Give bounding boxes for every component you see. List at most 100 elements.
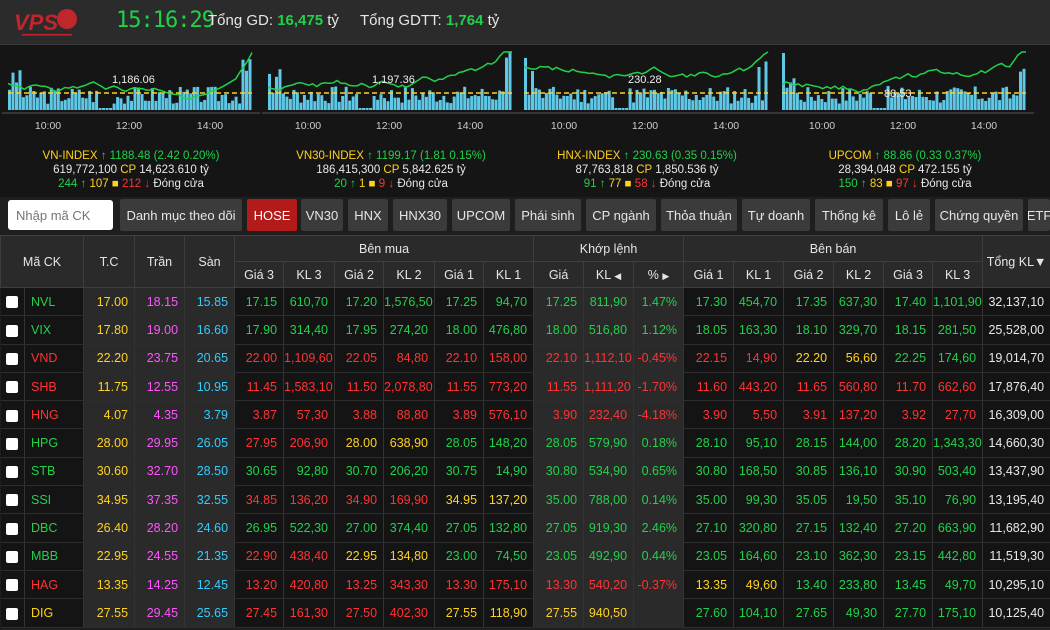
row-checkbox[interactable]	[6, 522, 19, 535]
symbol-cell[interactable]: HPG	[24, 428, 85, 458]
table-row[interactable]: HPG 28.00 29.95 26.05 27.95 206,90 28.00 638,90…	[0, 428, 1050, 458]
col-header-sell-3[interactable]: Giá 2	[783, 261, 835, 288]
tab-chứng-quyền[interactable]: Chứng quyền	[935, 199, 1023, 231]
col-header-total-volume[interactable]: Tổng KL▼	[982, 235, 1050, 288]
symbol-cell[interactable]: STB	[24, 457, 85, 487]
col-header-floor[interactable]: Sàn	[184, 235, 236, 288]
row-checkbox[interactable]	[6, 579, 19, 592]
sell-volume-1: 99,30	[733, 485, 785, 515]
row-checkbox[interactable]	[6, 409, 19, 422]
row-checkbox[interactable]	[6, 437, 19, 450]
col-header-sell-4[interactable]: KL 2	[833, 261, 885, 288]
tab-lô-lẻ[interactable]: Lô lẻ	[888, 199, 930, 231]
match-percent: 1.47%	[633, 287, 685, 317]
index-name: HNX-INDEX	[557, 150, 621, 162]
buy-volume-1: 476,80	[483, 315, 535, 345]
col-header-buy-4[interactable]: KL 2	[383, 261, 436, 288]
tab-hnx30[interactable]: HNX30	[393, 199, 447, 231]
reference-value-label: 1,197.36	[372, 74, 415, 86]
sell-volume-2: 137,20	[833, 400, 885, 430]
col-header-symbol[interactable]: Mã CK	[0, 235, 85, 288]
symbol-cell[interactable]: VIX	[24, 315, 85, 345]
table-row[interactable]: VIX 17.80 19.00 16.60 17.90 314,40 17.95 274,20…	[0, 315, 1050, 345]
table-row[interactable]: STB 30.60 32.70 28.50 30.65 92,80 30.70 206,20 3…	[0, 457, 1050, 487]
tab-tự-doanh[interactable]: Tự doanh	[742, 199, 810, 231]
volume-value: 28,394,048	[838, 164, 896, 176]
col-header-match-volume[interactable]: KL ◀	[583, 261, 635, 288]
vps-logo[interactable]: VPS	[12, 6, 82, 42]
col-header-ref[interactable]: T.C	[83, 235, 136, 288]
col-header-sell-6[interactable]: KL 3	[932, 261, 984, 288]
buy-price-1: 28.05	[434, 428, 485, 458]
col-header-buy-5[interactable]: Giá 1	[434, 261, 485, 288]
table-row[interactable]: HAG 13.35 14.25 12.45 13.20 420,80 13.25 343,30…	[0, 570, 1050, 600]
volume-bar	[712, 96, 716, 110]
tab-vn30[interactable]: VN30	[301, 199, 343, 231]
col-header-buy-6[interactable]: KL 1	[483, 261, 535, 288]
table-row[interactable]: SSI 34.95 37.35 32.55 34.85 136,20 34.90 169,90…	[0, 485, 1050, 515]
symbol-cell[interactable]: SHB	[24, 372, 85, 402]
index-chart-vn30-index[interactable]: 1,197.36 10:00 12:00 14:00 VN30-INDEX ↑ 1199…	[262, 45, 520, 197]
tab-phái-sinh[interactable]: Phái sinh	[515, 199, 581, 231]
tab-cp-ngành[interactable]: CP ngành	[586, 199, 656, 231]
symbol-cell[interactable]: DBC	[24, 513, 85, 543]
table-row[interactable]: NVL 17.00 18.15 15.85 17.15 610,70 17.20 1,576,…	[0, 287, 1050, 317]
buy-price-2: 27.00	[334, 513, 385, 543]
row-checkbox[interactable]	[6, 381, 19, 394]
tab-hnx[interactable]: HNX	[348, 199, 388, 231]
row-checkbox[interactable]	[6, 466, 19, 479]
symbol-search-input[interactable]	[8, 200, 113, 230]
tab-danh-mục-theo-dõi[interactable]: Danh mục theo dõi	[120, 199, 242, 231]
row-checkbox[interactable]	[6, 607, 19, 620]
buy-price-2: 17.95	[334, 315, 385, 345]
ceiling-price: 29.95	[134, 428, 186, 458]
floor-price: 20.65	[184, 344, 236, 373]
symbol-cell[interactable]: MBB	[24, 542, 85, 571]
col-header-buy-1[interactable]: Giá 3	[234, 261, 285, 288]
tab-upcom[interactable]: UPCOM	[452, 199, 510, 231]
volume-bar	[806, 87, 810, 110]
col-header-sell-5[interactable]: Giá 3	[883, 261, 934, 288]
sell-price-2: 28.15	[783, 428, 835, 458]
symbol-cell[interactable]: HAG	[24, 570, 85, 600]
symbol-cell[interactable]: DIG	[24, 598, 85, 628]
table-row[interactable]: MBB 22.95 24.55 21.35 22.90 438,40 22.95 134,80…	[0, 542, 1050, 571]
volume-bar	[143, 100, 147, 110]
index-breadth: 150 ↑ 83 ■ 97 ↓ Đóng cửa	[776, 177, 1034, 191]
symbol-cell[interactable]: NVL	[24, 287, 85, 317]
volume-bar	[687, 99, 691, 110]
col-header-match-price[interactable]: Giá	[533, 261, 585, 288]
index-line	[7, 52, 253, 100]
index-chart-hnx-index[interactable]: 230.28 10:00 12:00 14:00 HNX-INDEX ↑ 230.63 …	[518, 45, 776, 197]
tab-thống-kê[interactable]: Thống kê	[815, 199, 883, 231]
tab-thỏa-thuận[interactable]: Thỏa thuận	[661, 199, 737, 231]
col-header-ceil[interactable]: Trần	[134, 235, 186, 288]
row-checkbox[interactable]	[6, 324, 19, 337]
table-row[interactable]: DIG 27.55 29.45 25.65 27.45 161,30 27.50 402,30…	[0, 598, 1050, 628]
col-header-buy-2[interactable]: KL 3	[283, 261, 336, 288]
table-row[interactable]: HNG 4.07 4.35 3.79 3.87 57,30 3.88 88,80 3.89 576…	[0, 400, 1050, 430]
col-header-sell-2[interactable]: KL 1	[733, 261, 785, 288]
volume-bar	[323, 100, 327, 110]
index-chart-upcom[interactable]: 88.53 10:00 12:00 14:00 UPCOM ↑ 88.86 (0.33 …	[776, 45, 1034, 197]
symbol-cell[interactable]: VND	[24, 344, 85, 373]
table-row[interactable]: SHB 11.75 12.55 10.95 11.45 1,583,10 11.50 2,07…	[0, 372, 1050, 402]
col-header-match-percent[interactable]: % ▶	[633, 261, 685, 288]
tab-etf[interactable]: ETF	[1028, 199, 1050, 231]
row-checkbox[interactable]	[6, 296, 19, 309]
match-price: 28.05	[533, 428, 585, 458]
symbol-cell[interactable]: SSI	[24, 485, 85, 515]
time-tick-label: 10:00	[35, 120, 61, 132]
symbol-cell[interactable]: HNG	[24, 400, 85, 430]
row-checkbox[interactable]	[6, 352, 19, 365]
col-header-buy-3[interactable]: Giá 2	[334, 261, 385, 288]
row-checkbox[interactable]	[6, 494, 19, 507]
sell-price-2: 27.15	[783, 513, 835, 543]
match-percent: 0.14%	[633, 485, 685, 515]
table-row[interactable]: DBC 26.40 28.20 24.60 26.95 522,30 27.00 374,40…	[0, 513, 1050, 543]
col-header-sell-1[interactable]: Giá 1	[683, 261, 735, 288]
index-chart-vn-index[interactable]: 1,186.06 10:00 12:00 14:00 VN-INDEX ↑ 1188.4…	[2, 45, 260, 197]
tab-hose[interactable]: HOSE	[247, 199, 297, 231]
table-row[interactable]: VND 22.20 23.75 20.65 22.00 1,109,60 22.05 84,8…	[0, 344, 1050, 373]
row-checkbox[interactable]	[6, 551, 19, 564]
